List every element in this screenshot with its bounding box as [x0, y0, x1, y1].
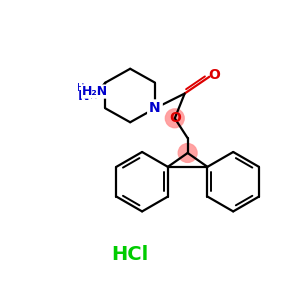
Circle shape	[178, 144, 197, 162]
Text: O: O	[169, 111, 181, 125]
Text: H: H	[90, 91, 97, 100]
Text: HCl: HCl	[112, 244, 149, 263]
Text: N: N	[149, 101, 161, 116]
Text: H₂N: H₂N	[82, 85, 108, 98]
Text: H: H	[77, 82, 84, 93]
Text: O: O	[208, 68, 220, 82]
Text: N: N	[78, 88, 89, 103]
Circle shape	[165, 109, 184, 128]
